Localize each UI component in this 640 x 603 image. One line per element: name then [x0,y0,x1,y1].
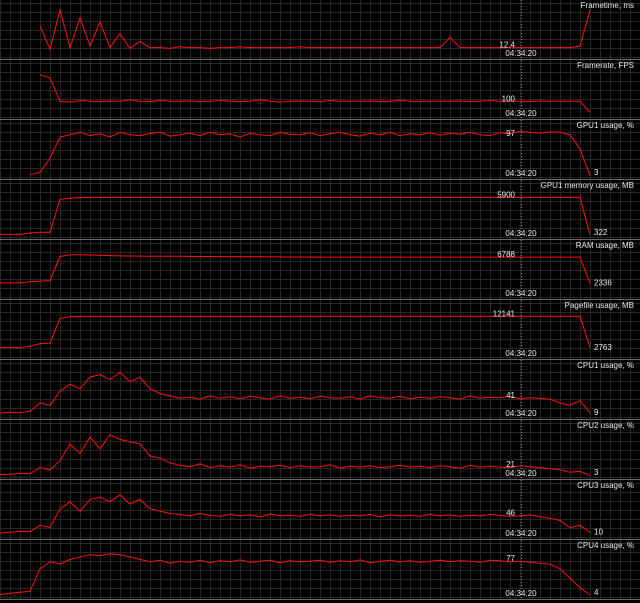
panel-title: RAM usage, MB [576,241,634,250]
panel-title: CPU3 usage, % [577,481,634,490]
data-line [0,196,591,235]
cursor-time: 04:34:20 [505,589,537,598]
cursor-value: 97 [506,129,515,138]
cursor-time: 04:34:20 [505,409,537,418]
panel-title: CPU1 usage, % [577,361,634,370]
cursor-time: 04:34:20 [505,289,537,298]
data-line [0,371,591,414]
last-value: 2763 [594,343,612,352]
panel-title: Pagefile usage, MB [565,301,634,310]
panel-title: Frametime, ms [581,1,634,10]
cursor-time: 04:34:20 [505,349,537,358]
graph-panel: Framerate, FPS 100 04:34:20 [0,60,640,120]
graph-panel: CPU4 usage, % 77 04:34:20 4 [0,540,640,600]
cursor-value: 41 [506,391,515,400]
data-line [0,434,591,477]
panel-title: CPU4 usage, % [577,541,634,550]
panel-title: CPU2 usage, % [577,421,634,430]
last-value: 322 [594,228,608,237]
cursor-value: 46 [506,508,515,517]
cursor-value: 5900 [497,190,515,199]
graph-panel: GPU1 usage, % 97 04:34:20 3 [0,120,640,180]
graph-panel: CPU1 usage, % 41 04:34:20 9 [0,360,640,420]
last-value: 3 [594,468,599,477]
last-value: 3 [594,168,599,177]
last-value: 4 [594,588,599,597]
last-value: 2336 [594,278,612,287]
panel-title: Framerate, FPS [577,61,634,70]
panel-title: GPU1 usage, % [577,121,634,130]
cursor-value: 21 [506,460,515,469]
data-line [29,130,591,176]
graph-panel: CPU3 usage, % 46 04:34:20 10 [0,480,640,540]
graph-panel: Pagefile usage, MB 12141 04:34:20 2763 [0,300,640,360]
graph-panel: Frametime, ms 12.404:34:20 [0,0,640,60]
cursor-time: 04:34:20 [505,109,537,118]
cursor-value: 77 [506,554,515,563]
data-line [0,254,591,284]
cursor-value: 6788 [497,250,515,259]
cursor-time: 04:34:20 [505,169,537,178]
graph-panel: GPU1 memory usage, MB 5900 04:34:20 322 [0,180,640,240]
last-value: 10 [594,527,603,536]
panel-title: GPU1 memory usage, MB [541,181,634,190]
cursor-time: 04:34:20 [505,229,537,238]
data-line [39,8,591,51]
cursor-time: 04:34:20 [505,49,537,58]
cursor-value: 12141 [493,309,516,318]
graph-panel: RAM usage, MB 6788 04:34:20 2336 [0,240,640,300]
cursor-time: 04:34:20 [505,529,537,538]
data-line [0,553,591,596]
cursor-value: 100 [502,94,516,103]
cursor-value: 12.4 [499,40,515,49]
data-line [39,74,591,113]
last-value: 9 [594,408,599,417]
data-line [0,315,591,349]
data-line [0,494,591,534]
cursor-time: 04:34:20 [505,469,537,478]
